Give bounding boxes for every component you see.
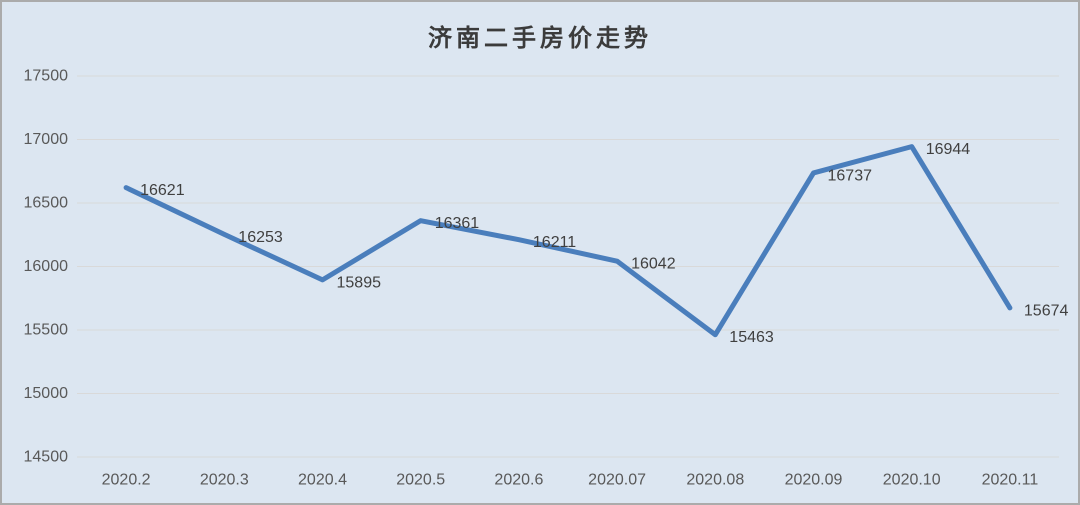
y-axis-tick-label: 14500 xyxy=(24,449,69,466)
data-point-label: 16211 xyxy=(533,234,576,251)
data-point-label: 16621 xyxy=(140,182,185,199)
y-axis-tick-label: 15500 xyxy=(24,322,69,339)
x-axis-tick-label: 2020.5 xyxy=(396,472,445,489)
chart-title: 济南二手房价走势 xyxy=(428,23,652,52)
data-point-label: 16737 xyxy=(828,167,873,184)
x-axis-tick-label: 2020.3 xyxy=(200,472,249,489)
x-axis-tick-label: 2020.2 xyxy=(102,472,151,489)
x-axis-tick-label: 2020.08 xyxy=(686,472,744,489)
x-axis-tick-label: 2020.07 xyxy=(588,472,646,489)
y-axis-tick-label: 16500 xyxy=(24,195,69,212)
data-point-label: 16253 xyxy=(238,229,283,246)
data-point-label: 16042 xyxy=(631,256,676,273)
x-axis-tick-label: 2020.11 xyxy=(982,472,1039,489)
x-axis-tick-label: 2020.4 xyxy=(298,472,347,489)
x-axis-tick-label: 2020.09 xyxy=(785,472,843,489)
data-point-label: 15463 xyxy=(729,329,774,346)
y-axis-tick-label: 16000 xyxy=(24,258,69,275)
x-axis-tick-label: 2020.10 xyxy=(883,472,941,489)
price-trend-line xyxy=(123,144,1013,338)
data-point-label: 16361 xyxy=(435,215,480,232)
y-axis-tick-label: 15000 xyxy=(24,385,69,402)
y-axis-tick-label: 17500 xyxy=(24,68,69,85)
data-point-label: 15895 xyxy=(337,274,382,291)
y-axis-tick-label: 17000 xyxy=(24,131,69,148)
data-point-label: 15674 xyxy=(1024,302,1069,319)
x-axis-tick-label: 2020.6 xyxy=(494,472,543,489)
data-point-label: 16944 xyxy=(926,141,971,158)
